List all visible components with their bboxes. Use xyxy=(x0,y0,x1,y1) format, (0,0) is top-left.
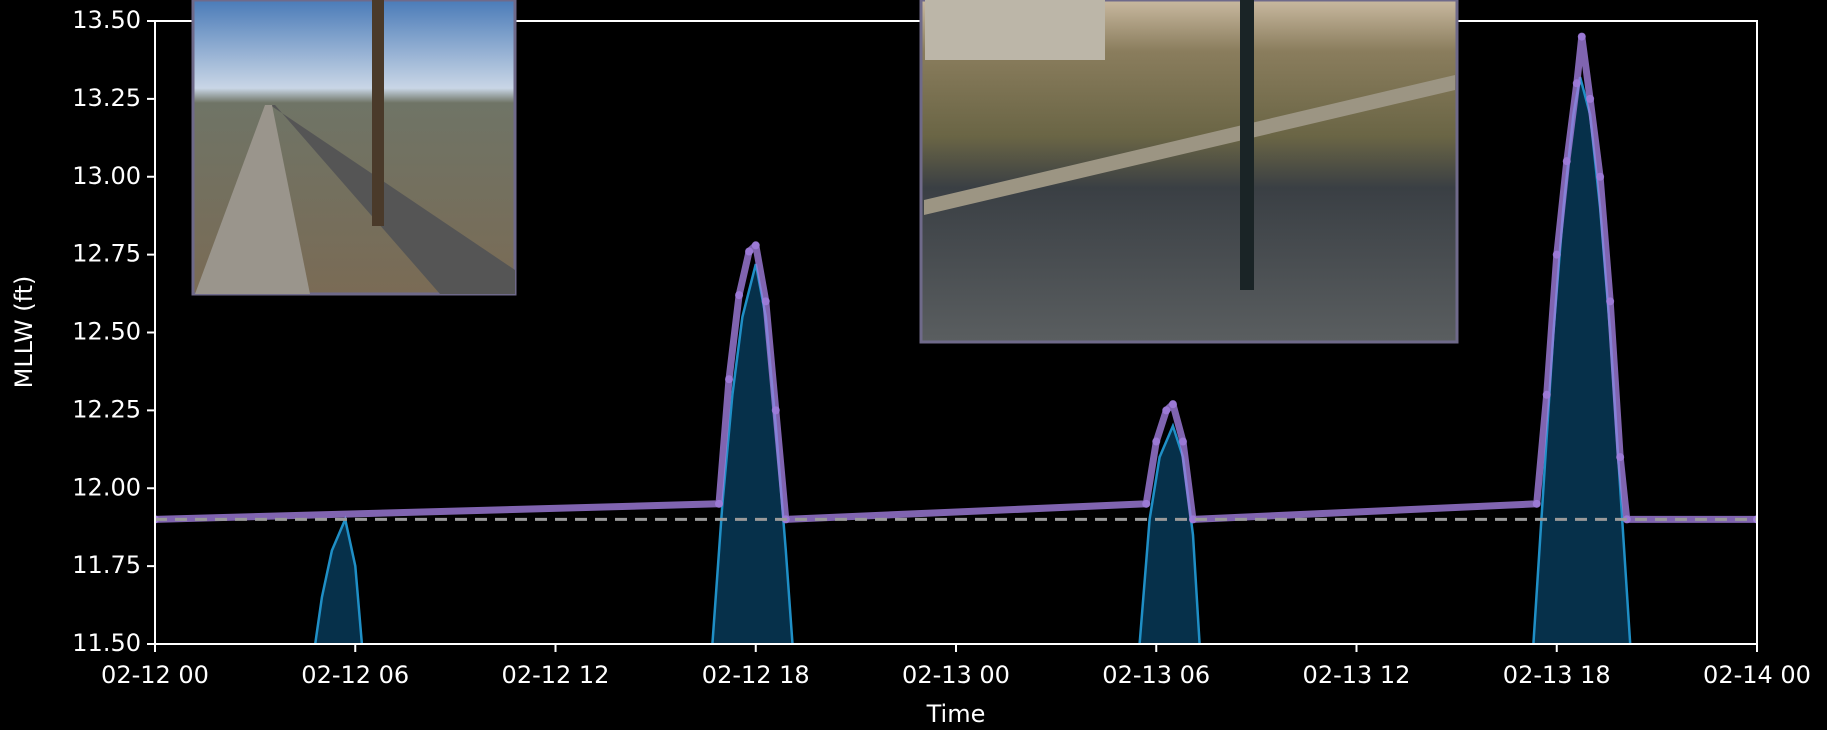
x-tick-label: 02-12 18 xyxy=(702,661,810,689)
photo-flood xyxy=(921,0,1457,342)
observed-point xyxy=(1169,400,1177,408)
observed-point xyxy=(1179,438,1187,446)
y-tick-label: 11.75 xyxy=(72,551,141,579)
observed-point xyxy=(772,406,780,414)
y-tick-label: 12.00 xyxy=(72,473,141,501)
x-tick-label: 02-13 00 xyxy=(902,661,1010,689)
y-tick-label: 12.75 xyxy=(72,240,141,268)
x-tick-label: 02-13 12 xyxy=(1303,661,1411,689)
observed-point xyxy=(1596,173,1604,181)
photo-road xyxy=(193,0,515,294)
x-tick-label: 02-12 12 xyxy=(502,661,610,689)
y-tick-label: 13.00 xyxy=(72,162,141,190)
observed-point xyxy=(762,297,770,305)
y-tick-label: 12.50 xyxy=(72,318,141,346)
y-tick-label: 11.50 xyxy=(72,629,141,657)
observed-point xyxy=(1553,251,1561,259)
photo-building xyxy=(925,0,1105,60)
observed-point xyxy=(1563,157,1571,165)
observed-point xyxy=(725,375,733,383)
chart: Time MLLW (ft) 11.50 11.75 12.00 12.25 12.50… xyxy=(0,0,1827,730)
observed-point xyxy=(715,500,723,508)
observed-point xyxy=(1573,79,1581,87)
page: Time MLLW (ft) 11.50 11.75 12.00 12.25 12.50… xyxy=(0,0,1827,730)
photo-pole xyxy=(372,0,384,226)
x-tick-label: 02-13 06 xyxy=(1102,661,1210,689)
x-axis-label: Time xyxy=(926,700,986,728)
observed-point xyxy=(745,248,753,256)
observed-point xyxy=(1606,297,1614,305)
x-tick-label: 02-12 00 xyxy=(101,661,209,689)
observed-point xyxy=(1578,33,1586,41)
observed-point xyxy=(1586,95,1594,103)
x-tick-label: 02-12 06 xyxy=(301,661,409,689)
photo-lamppost xyxy=(1240,0,1254,290)
y-tick-label: 13.50 xyxy=(72,6,141,34)
observed-point xyxy=(1543,391,1551,399)
observed-point xyxy=(1152,438,1160,446)
observed-point xyxy=(1162,406,1170,414)
observed-point xyxy=(1533,500,1541,508)
x-tick-label: 02-14 00 xyxy=(1703,661,1811,689)
observed-point xyxy=(1142,500,1150,508)
y-tick-label: 12.25 xyxy=(72,395,141,423)
y-tick-label: 13.25 xyxy=(72,84,141,112)
observed-point xyxy=(735,291,743,299)
x-tick-label: 02-13 18 xyxy=(1503,661,1611,689)
observed-point xyxy=(752,241,760,249)
observed-point xyxy=(1616,453,1624,461)
y-axis-label: MLLW (ft) xyxy=(10,276,38,389)
